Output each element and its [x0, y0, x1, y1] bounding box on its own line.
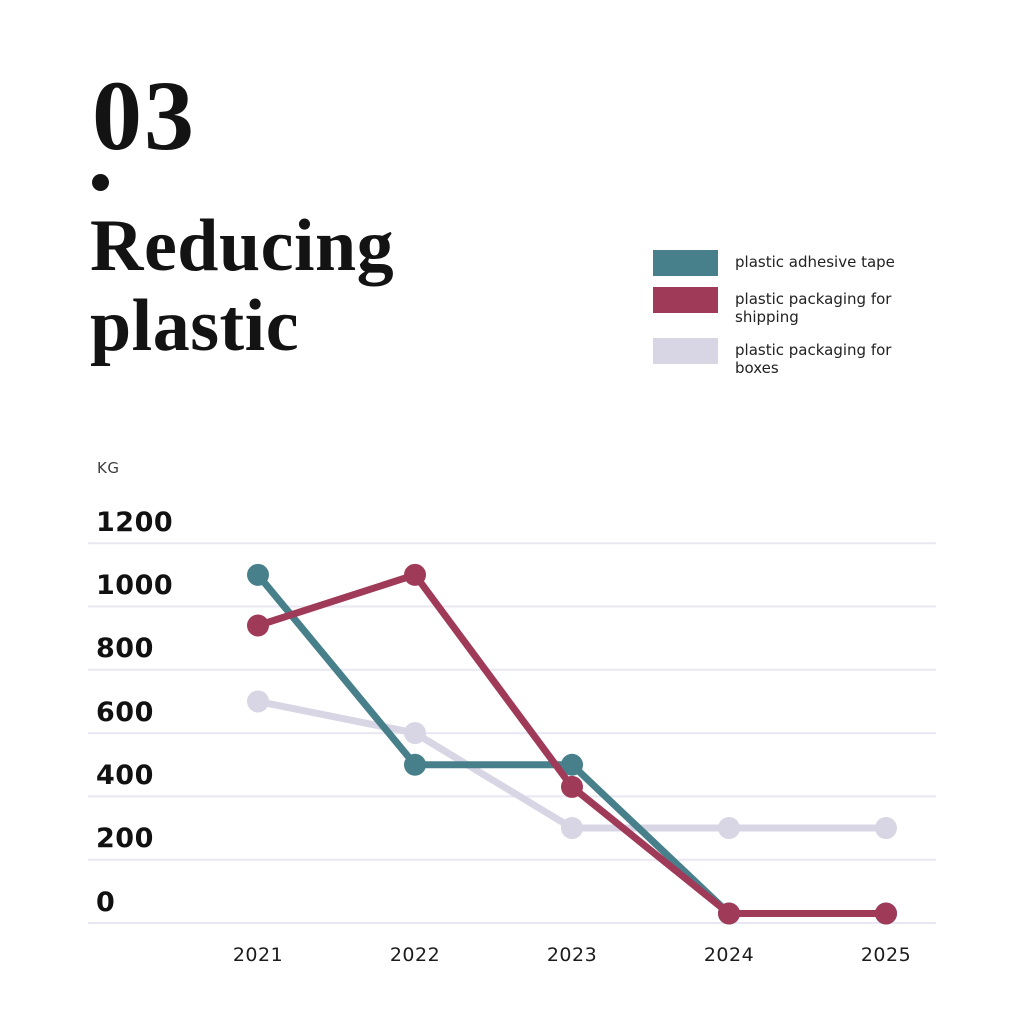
- section-number-period-dot: .: [92, 174, 109, 191]
- data-point: [247, 563, 269, 586]
- y-axis-unit-label: KG: [97, 459, 120, 477]
- data-point: [404, 563, 426, 586]
- section-number: 03: [92, 60, 196, 171]
- y-tick-label: 200: [96, 823, 154, 855]
- x-tick-label: 2021: [232, 944, 284, 966]
- legend-swatch: [653, 287, 718, 313]
- y-tick-label: 800: [96, 633, 154, 665]
- series-line: [254, 571, 890, 918]
- legend-label: plastic packaging for boxes: [735, 341, 892, 377]
- y-tick-label: 1000: [96, 570, 174, 601]
- data-point: [875, 817, 897, 840]
- legend-label: plastic adhesive tape: [735, 253, 895, 271]
- y-tick-label: 0: [96, 886, 116, 918]
- chart-legend: plastic adhesive tape plastic packaging …: [653, 250, 910, 377]
- y-tick-label: 600: [96, 696, 154, 728]
- gridlines: [88, 542, 936, 924]
- page-title: Reducing plastic: [90, 205, 395, 367]
- series-line: [254, 570, 890, 918]
- x-tick-label: 2023: [546, 944, 598, 966]
- data-point: [561, 817, 583, 840]
- x-tick-label: 2022: [389, 944, 441, 966]
- legend-item-adhesive-tape: plastic adhesive tape: [653, 250, 910, 276]
- legend-swatch: [653, 250, 718, 276]
- data-point: [718, 902, 740, 925]
- legend-item-packaging-shipping: plastic packaging for shipping: [653, 287, 910, 326]
- data-point: [875, 902, 897, 925]
- legend-swatch: [653, 338, 718, 364]
- data-point: [561, 775, 583, 798]
- data-point: [404, 722, 426, 745]
- x-tick-label: 2024: [703, 944, 755, 966]
- data-point: [247, 614, 269, 637]
- legend-label: plastic packaging for shipping: [735, 290, 892, 326]
- series-lines: [247, 563, 897, 925]
- data-point: [561, 753, 583, 776]
- legend-item-packaging-boxes: plastic packaging for boxes: [653, 338, 910, 377]
- x-tick-label: 2025: [860, 944, 912, 966]
- data-point: [247, 690, 269, 713]
- y-tick-label: 1200: [96, 506, 174, 538]
- data-point: [718, 817, 740, 840]
- y-tick-label: 400: [96, 759, 154, 791]
- data-point: [404, 753, 426, 776]
